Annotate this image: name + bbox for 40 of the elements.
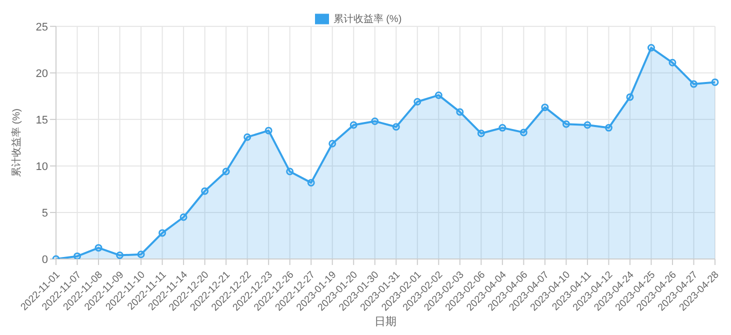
point: [626, 93, 634, 101]
point: [456, 108, 464, 116]
point: [584, 121, 592, 129]
point: [137, 250, 145, 258]
point: [201, 187, 209, 195]
point: [434, 91, 442, 99]
point: [350, 121, 358, 129]
point: [222, 168, 230, 176]
point: [158, 229, 166, 237]
legend-label: 累计收益率 (%): [333, 14, 402, 25]
point: [180, 213, 188, 221]
point: [604, 124, 612, 132]
point: [286, 168, 294, 176]
point: [520, 128, 528, 136]
y-tick-label: 20: [36, 68, 48, 80]
y-tick-label: 25: [36, 21, 48, 34]
y-tick-label: 5: [42, 207, 48, 220]
point: [562, 120, 570, 128]
point: [414, 98, 422, 106]
y-tick-label: 0: [42, 254, 48, 266]
point: [307, 178, 315, 186]
point: [244, 133, 252, 141]
y-tick-label: 15: [36, 114, 48, 126]
point: [711, 78, 719, 86]
point: [328, 140, 336, 148]
point: [94, 244, 102, 252]
point: [541, 104, 549, 112]
point: [116, 252, 124, 259]
x-axis-title: 日期: [374, 316, 396, 328]
point: [371, 118, 379, 126]
point: [690, 80, 698, 88]
point: [668, 58, 676, 66]
point: [647, 44, 655, 52]
point: [392, 123, 400, 131]
point: [498, 124, 506, 132]
point: [264, 126, 272, 134]
point: [74, 252, 82, 259]
y-tick-label: 10: [36, 160, 48, 173]
y-axis-title: 累计收益率 (%): [10, 108, 23, 177]
point: [477, 130, 485, 138]
